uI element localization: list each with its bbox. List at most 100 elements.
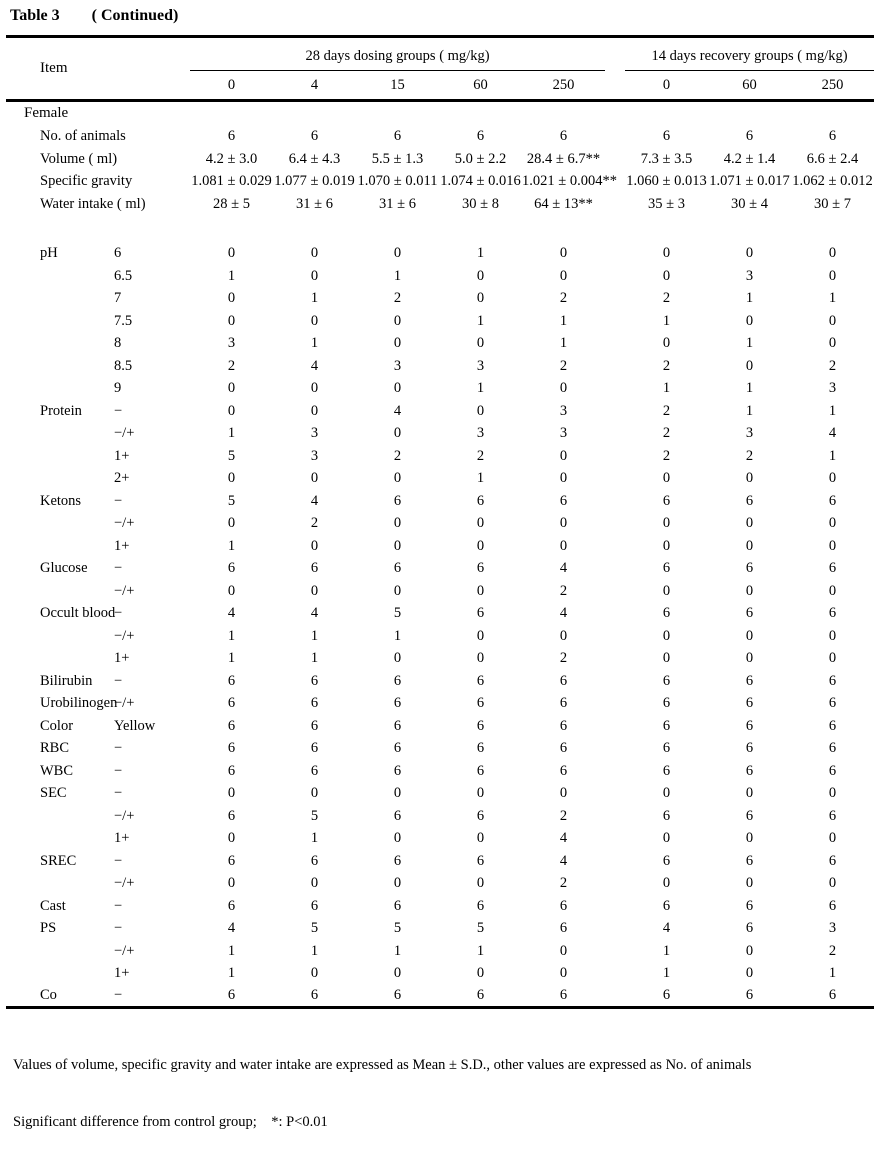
header-column-gap [605,36,625,102]
row-item-label: pH [40,245,58,262]
data-cell: 6 [745,695,754,712]
data-cell: 3 [393,357,402,374]
data-cell: 6 [745,807,754,824]
data-cell: 0 [227,312,236,329]
data-cell: 6 [476,762,485,779]
data-cell: 2 [559,357,568,374]
data-cell: 0 [310,380,319,397]
data-cell: 1 [393,942,402,959]
row-item-label [6,648,114,671]
row-item-label [6,828,114,851]
data-cell: 6 [662,807,671,824]
data-cell: 1 [745,335,754,352]
table-row: No. of animals 6 6 6 6 6 6 6 6 [6,126,874,149]
data-cell: 0 [745,537,754,554]
dose-header: 4 [273,70,356,102]
data-cell: 2 [559,807,568,824]
data-cell: 6 [662,605,671,622]
data-cell: 0 [476,965,485,982]
data-cell: 0 [745,515,754,532]
data-cell: 0 [476,290,485,307]
row-sub-label: − [114,897,123,914]
table-row: −/+ 1 1 1 0 0 0 0 0 [6,625,874,648]
data-cell: 1 [310,290,319,307]
row-sub-label: − [114,920,123,937]
table-row: 7.5 0 0 0 1 1 1 0 0 [6,310,874,333]
dose-header: 0 [625,70,708,102]
footnote-line-1: Values of volume, specific gravity and w… [13,1057,752,1073]
data-cell: 5 [310,807,319,824]
data-cell: 1 [227,627,236,644]
header-dose-row: 0 4 15 60 250 0 60 250 [6,70,875,102]
data-cell: 1 [310,830,319,847]
data-cell: 0 [476,515,485,532]
data-cell: 0 [745,830,754,847]
data-cell: 0 [227,290,236,307]
row-sub-label: − [114,560,123,577]
data-cell: 0 [393,650,402,667]
data-cell: 6 [828,807,837,824]
data-cell: 6 [559,492,568,509]
dose-header: 250 [522,70,605,102]
data-cell: 0 [828,875,837,892]
row-item-label [6,535,114,558]
row-item-label: SREC [40,852,77,869]
data-cell: 0 [310,537,319,554]
data-cell: 2 [476,447,485,464]
data-cell: 0 [828,515,837,532]
table-row: 1+ 1 0 0 0 0 0 0 0 [6,535,874,558]
data-cell: 6 [745,492,754,509]
row-sub-label: 6 [114,245,122,262]
data-cell: 6 [393,672,402,689]
row-sub-label: −/+ [114,942,135,959]
data-cell: 0 [559,380,568,397]
row-item-label: Volume ( ml) [40,150,118,167]
data-cell: 1 [227,537,236,554]
data-cell: 6 [393,695,402,712]
data-cell: 30 ± 4 [731,195,768,212]
data-cell: 4 [559,830,568,847]
header-group-row: Item 28 days dosing groups ( mg/kg) 14 d… [6,36,875,102]
table-row: 6.5 1 0 1 0 0 0 3 0 [6,265,874,288]
column-gap [605,126,625,149]
data-cell: 0 [476,627,485,644]
data-cell: 6 [828,492,837,509]
data-cell: 0 [559,785,568,802]
data-cell: 0 [828,627,837,644]
data-cell: 1 [662,380,671,397]
data-cell: 0 [559,965,568,982]
column-gap [605,625,625,648]
data-cell: 3 [559,402,568,419]
data-cell: 28.4 ± 6.7** [526,150,601,167]
data-cell: 1 [227,425,236,442]
data-cell: 6 [227,717,236,734]
column-gap [605,873,625,896]
data-cell: 1.077 ± 0.019 [274,173,355,190]
data-cell: 6 [476,128,485,145]
data-cell: 6 [745,672,754,689]
column-gap [605,580,625,603]
row-item-label [6,940,114,963]
data-cell: 0 [476,875,485,892]
data-cell: 6 [310,987,319,1003]
column-gap [605,423,625,446]
dose-header: 250 [791,70,875,102]
data-cell: 0 [393,380,402,397]
data-cell: 1.021 ± 0.004** [522,173,617,190]
data-cell: 0 [559,515,568,532]
data-cell: 1.070 ± 0.011 [357,173,438,190]
data-cell: 2 [559,650,568,667]
row-sub-label: − [114,762,123,779]
data-cell: 0 [828,245,837,262]
table-row: Glucose − 6 6 6 6 4 6 6 6 [6,558,874,581]
column-gap [605,828,625,851]
row-item-label: Co [40,987,57,1003]
data-cell: 6 [476,672,485,689]
row-item-label [6,625,114,648]
data-cell: 1 [227,965,236,982]
data-cell: 6 [559,987,568,1003]
data-cell: 6 [227,128,236,145]
row-item-label: Color [40,717,74,734]
row-item-label: SEC [40,785,67,802]
data-cell: 0 [227,830,236,847]
